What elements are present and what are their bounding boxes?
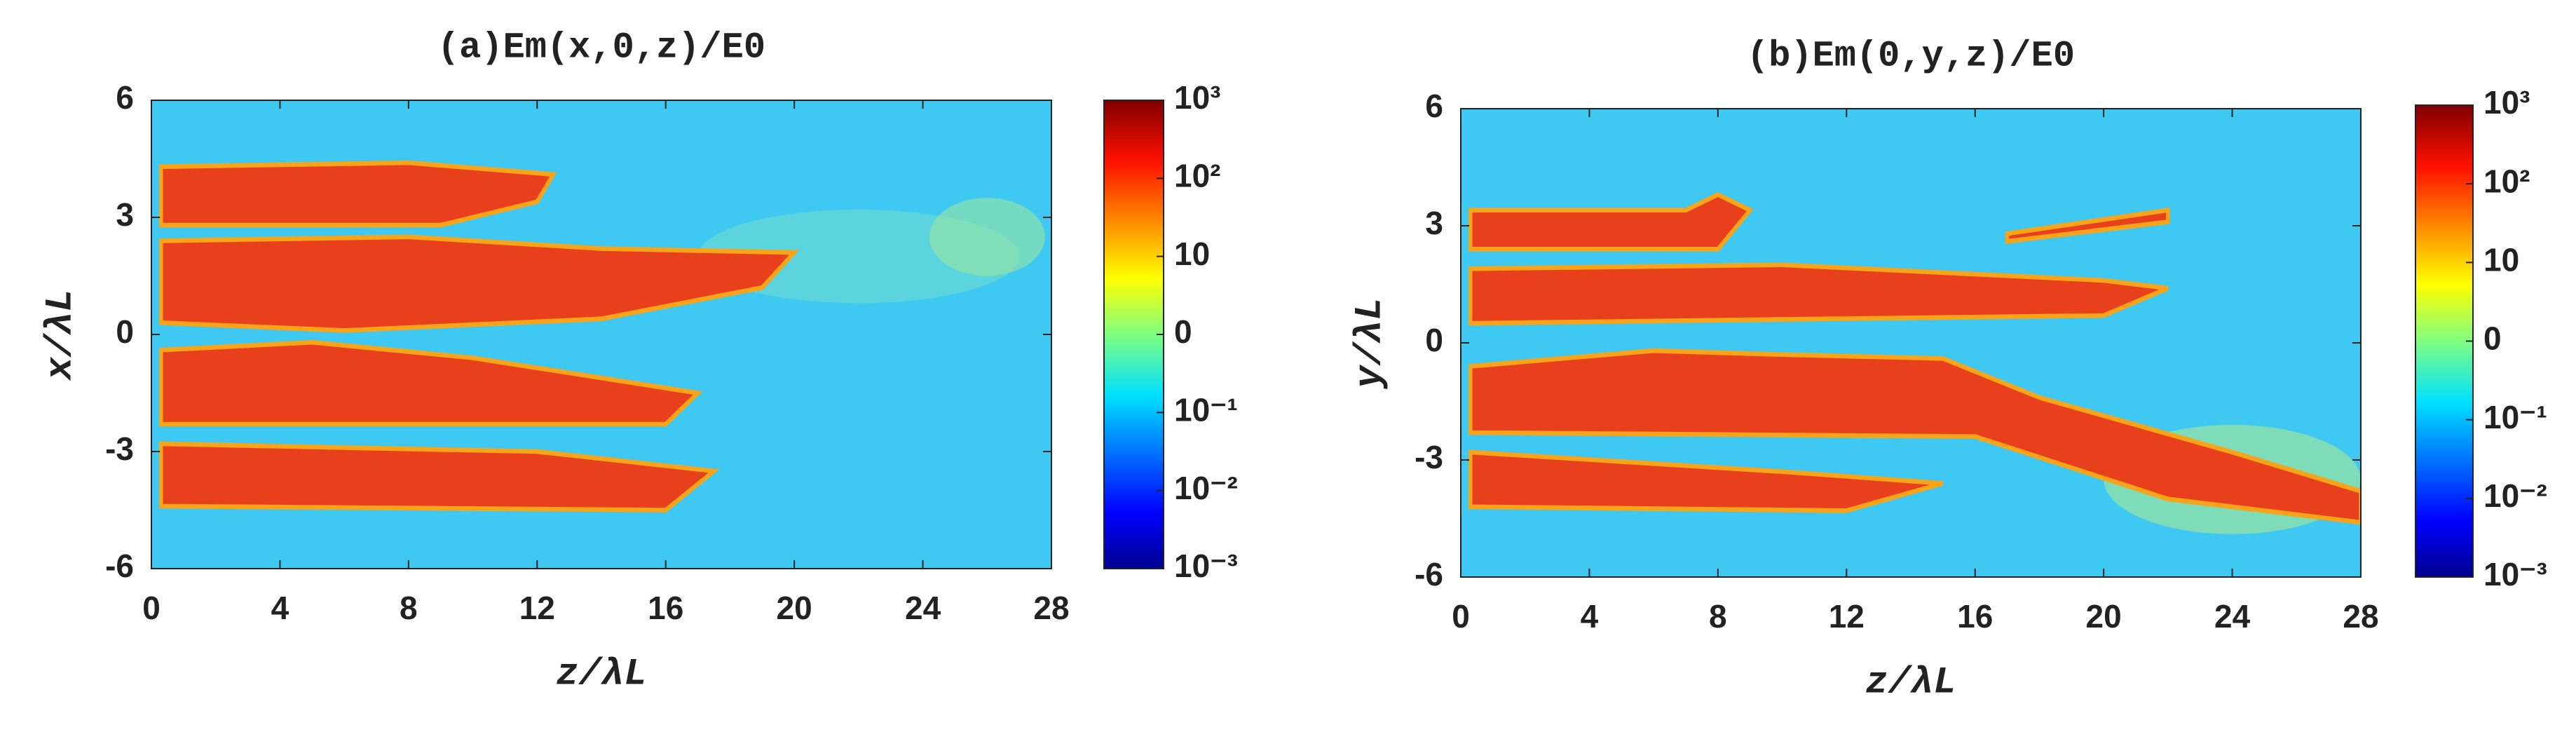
colorbar-tick-label: 10⁻³ xyxy=(1174,548,1238,584)
x-tick-label: 16 xyxy=(1957,598,1993,635)
x-tick-label: 20 xyxy=(777,590,812,626)
x-tick-label: 0 xyxy=(142,590,161,626)
x-axis-label: z/λL xyxy=(556,653,647,696)
y-tick-label: 6 xyxy=(116,79,134,116)
colorbar-tick-label: 10⁻² xyxy=(1174,470,1238,506)
x-tick-label: 20 xyxy=(2086,598,2122,635)
x-tick-label: 12 xyxy=(1829,598,1865,635)
chart-title: (b)Em(0,y,z)/E0 xyxy=(1747,36,2075,77)
colorbar-tick-label: 0 xyxy=(1174,313,1192,350)
colorbar-tick-label: 10⁻² xyxy=(2483,477,2547,514)
colorbar-tick-label: 10² xyxy=(2483,163,2530,199)
x-tick-label: 8 xyxy=(1709,598,1727,635)
x-axis-label: z/λL xyxy=(1865,661,1956,704)
colorbar-tick-label: 10 xyxy=(1174,236,1210,272)
y-axis-label: x/λL xyxy=(39,289,82,381)
x-tick-label: 4 xyxy=(271,590,289,626)
x-tick-label: 0 xyxy=(1452,598,1470,635)
colorbar-tick-label: 0 xyxy=(2483,320,2502,357)
y-tick-label: -6 xyxy=(105,548,134,584)
y-tick-label: 3 xyxy=(1425,205,1443,241)
y-tick-label: 0 xyxy=(1425,322,1443,358)
heatmap-image xyxy=(1461,109,2361,577)
y-tick-label: -3 xyxy=(105,430,134,467)
y-axis-label: y/λL xyxy=(1349,297,1391,390)
colorbar-tick-label: 10³ xyxy=(1174,79,1220,116)
y-tick-label: -3 xyxy=(1415,439,1443,475)
colorbar-tick-label: 10⁻¹ xyxy=(2483,399,2547,435)
colorbar-tick-label: 10 xyxy=(2483,241,2519,278)
colorbar-tick-label: 10⁻³ xyxy=(2483,556,2547,592)
x-tick-label: 24 xyxy=(2214,598,2251,635)
colorbar-tick-label: 10³ xyxy=(2483,84,2530,121)
chart-title: (a)Em(x,0,z)/E0 xyxy=(437,27,765,69)
x-tick-label: 8 xyxy=(400,590,418,626)
y-tick-label: 3 xyxy=(116,196,134,233)
colorbar xyxy=(1103,100,1164,569)
colorbar-tick-label: 10² xyxy=(1174,157,1220,194)
x-tick-label: 12 xyxy=(519,590,555,626)
x-tick-label: 28 xyxy=(2343,598,2378,635)
x-tick-label: 4 xyxy=(1581,598,1599,635)
x-tick-label: 24 xyxy=(905,590,941,626)
colorbar-tick-label: 10⁻¹ xyxy=(1174,391,1238,428)
colorbar xyxy=(2415,104,2474,578)
y-tick-label: -6 xyxy=(1415,556,1443,592)
heatmap-image xyxy=(151,100,1051,569)
x-tick-label: 28 xyxy=(1033,590,1069,626)
y-tick-label: 6 xyxy=(1425,88,1443,124)
y-tick-label: 0 xyxy=(116,313,134,350)
x-tick-label: 16 xyxy=(648,590,683,626)
